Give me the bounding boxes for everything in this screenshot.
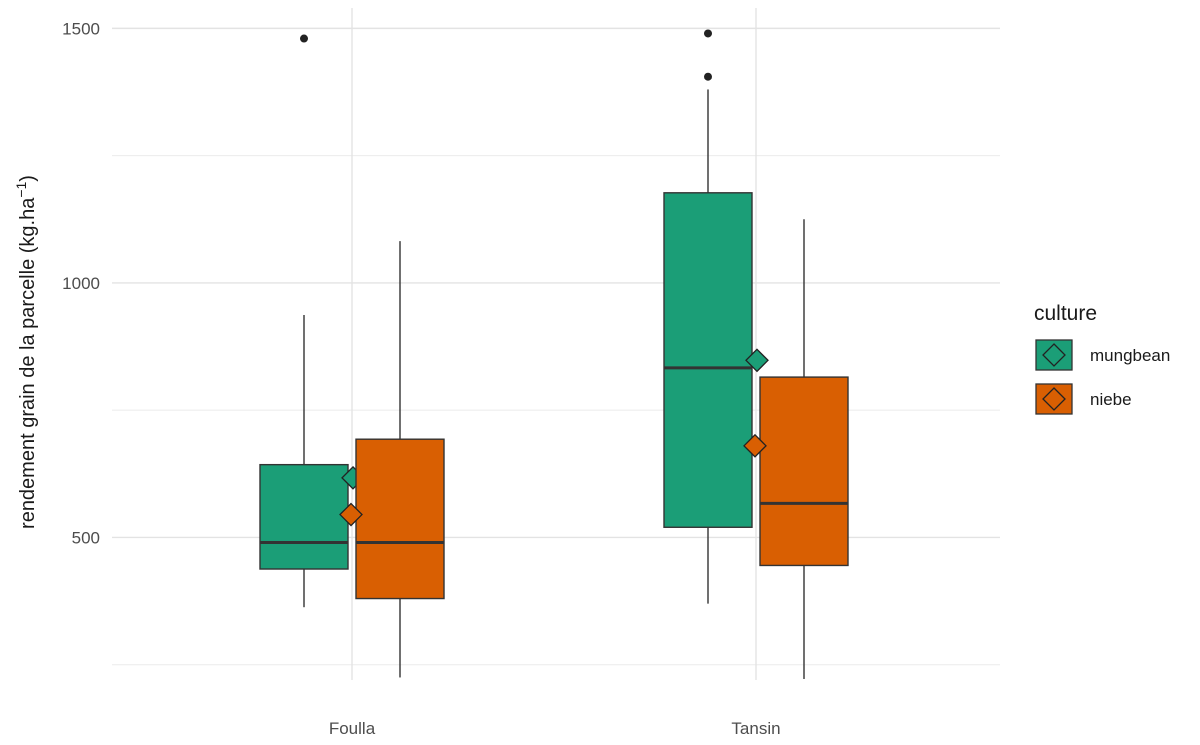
y-axis-title: rendement grain de la parcelle (kg.ha−1) [13,175,39,529]
mean-marker-niebe-foulla [339,502,363,527]
box-mungbean-tansin [663,192,753,528]
y-axis-title-close: ) [17,175,39,182]
box-group-niebe-tansin [743,219,849,679]
box-group-mungbean-tansin [663,29,769,604]
x-tick-label-foulla: Foulla [329,719,376,738]
legend-title: culture [1034,302,1097,325]
legend-key-diamond-niebe [1042,387,1066,411]
x-tick-label-tansin: Tansin [731,719,780,738]
y-axis-title-main: rendement grain de la parcelle (kg.ha [17,197,39,529]
mean-marker-niebe-tansin [743,433,767,458]
legend-key-diamond-mungbean [1042,343,1066,367]
box-niebe-foulla [355,438,445,600]
legend-item-mungbean: mungbean [1035,339,1170,371]
outlier-point-mungbean-tansin-1 [704,72,712,81]
box-layer [259,29,849,679]
mean-marker-mungbean-tansin [745,348,769,373]
box-group-niebe-foulla [339,241,445,678]
y-axis-title-superscript: −1 [13,181,29,197]
legend-items: mungbean niebe [1035,339,1170,415]
legend-label-mungbean: mungbean [1090,346,1170,365]
box-mungbean-foulla [259,463,349,570]
grid-layer [112,8,1000,680]
outlier-point-mungbean-tansin-0 [704,29,712,38]
outlier-point-mungbean-foulla-0 [300,34,308,43]
y-tick-label-1500: 1500 [62,19,100,38]
box-niebe-tansin [759,376,849,567]
y-tick-label-500: 500 [72,528,100,547]
axis-layer: 500 1000 1500 Foulla Tansin [62,19,780,738]
y-tick-label-1000: 1000 [62,274,100,293]
legend-label-niebe: niebe [1090,390,1132,409]
legend: culture mungbean niebe [1034,302,1170,415]
legend-item-niebe: niebe [1035,383,1132,415]
